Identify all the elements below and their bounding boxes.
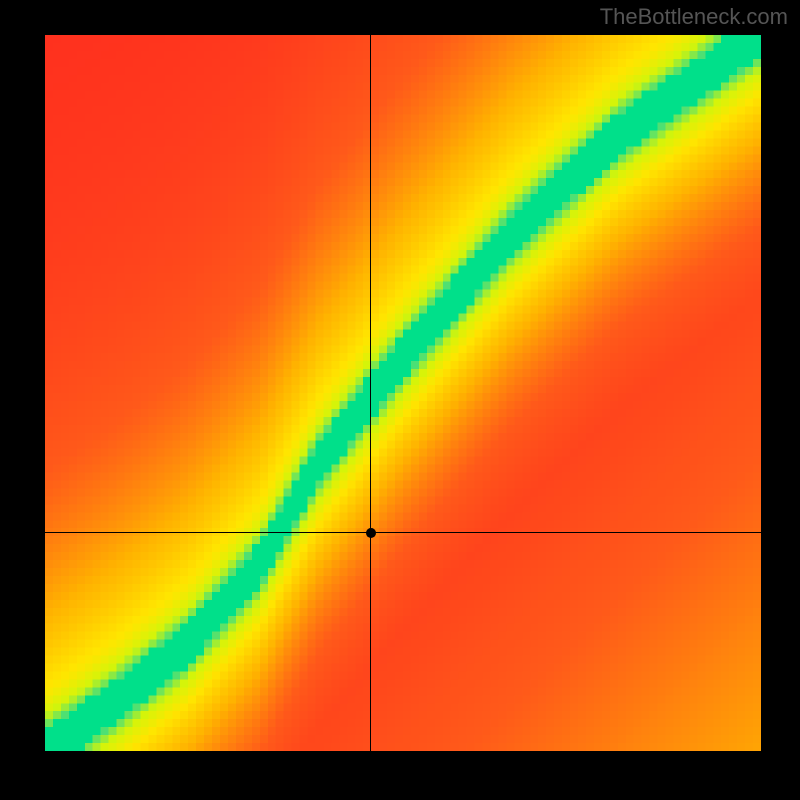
crosshair-marker — [365, 527, 377, 539]
chart-container: TheBottleneck.com — [0, 0, 800, 800]
watermark-label: TheBottleneck.com — [600, 4, 788, 30]
crosshair-vertical — [370, 35, 371, 751]
crosshair-horizontal — [45, 532, 761, 533]
bottleneck-heatmap — [45, 35, 761, 751]
